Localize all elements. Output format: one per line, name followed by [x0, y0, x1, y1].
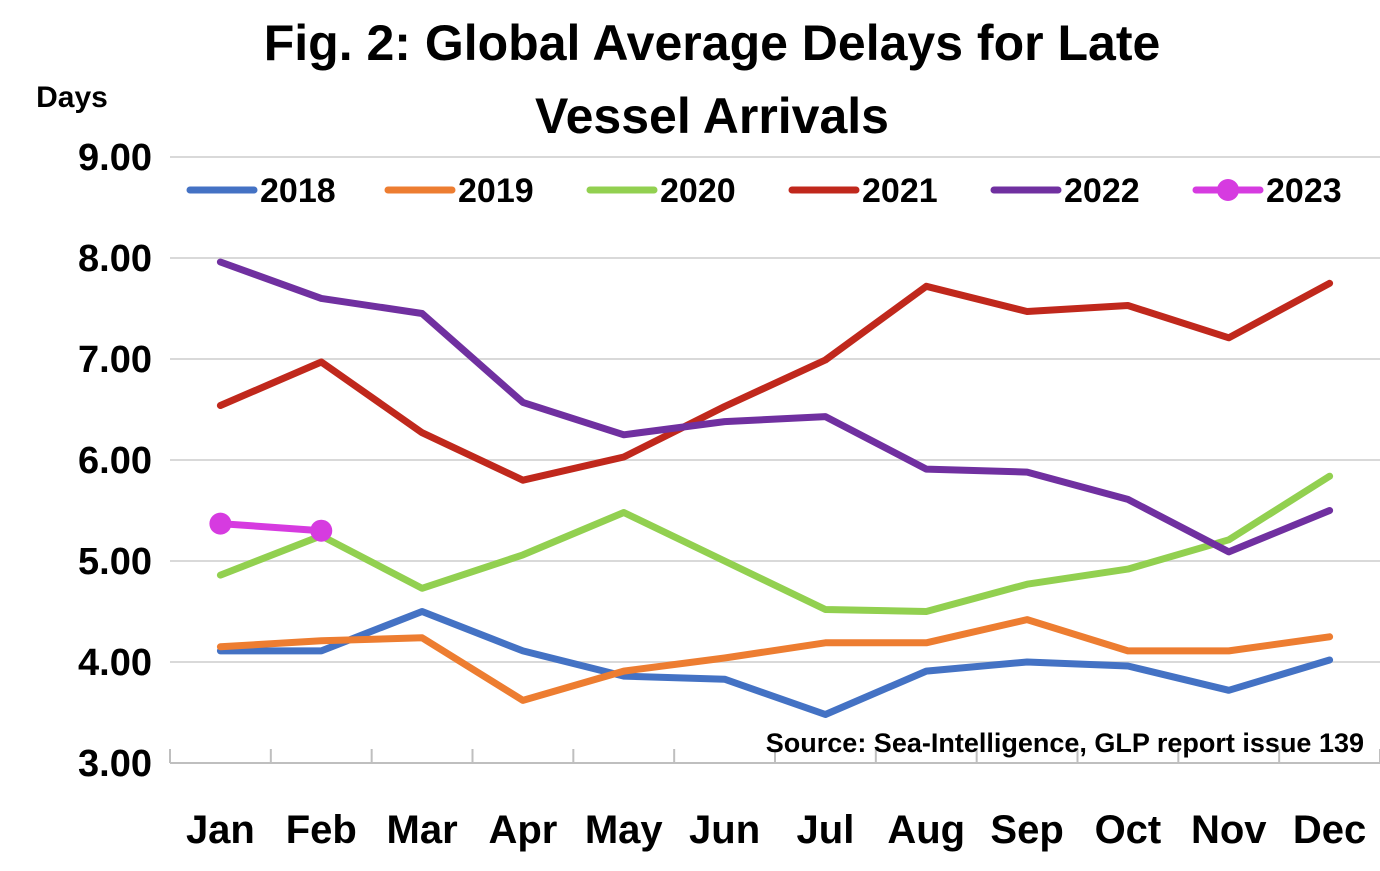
- series-line-2018: [216, 608, 1334, 718]
- series-lines: [209, 258, 1334, 718]
- source-note: Source: Sea-Intelligence, GLP report iss…: [766, 728, 1364, 758]
- x-tick-label: Dec: [1293, 808, 1366, 852]
- legend-label: 2018: [260, 172, 336, 210]
- x-tick-label: Nov: [1191, 808, 1267, 852]
- series-line-2020: [216, 472, 1334, 615]
- y-tick-label: 9.00: [78, 137, 152, 179]
- y-tick-label: 8.00: [78, 238, 152, 280]
- y-axis-label: Days: [36, 81, 108, 114]
- x-tick-label: May: [585, 808, 664, 852]
- x-axis-ticks: Jan Feb Mar Apr May Jun Jul Aug Sep Oct Nov Dec: [186, 808, 1366, 852]
- y-tick-label: 7.00: [78, 339, 152, 381]
- x-tick-label: Aug: [887, 808, 965, 852]
- y-axis-ticks: 3.00 4.00 5.00 6.00 7.00 8.00 9.00: [78, 137, 152, 785]
- legend: 2018 2019 2020 2021 2022 2023: [186, 172, 1342, 210]
- legend-item-2018: 2018: [186, 172, 336, 210]
- series-2019: [216, 616, 1334, 704]
- y-tick-label: 5.00: [78, 541, 152, 583]
- x-tick-label: Feb: [286, 808, 357, 852]
- x-tick-label: Apr: [488, 808, 557, 852]
- legend-label: 2020: [660, 172, 736, 210]
- series-2023: [209, 512, 333, 542]
- x-tick-label: Jun: [689, 808, 760, 852]
- legend-item-2023: 2023: [1192, 172, 1342, 210]
- chart-title-line-2: Vessel Arrivals: [535, 88, 889, 144]
- series-line-2021: [216, 279, 1334, 484]
- legend-item-2020: 2020: [586, 172, 736, 210]
- y-tick-label: 3.00: [78, 743, 152, 785]
- chart-title-line-1: Fig. 2: Global Average Delays for Late: [264, 15, 1161, 71]
- x-axis: [169, 749, 1380, 764]
- y-tick-label: 6.00: [78, 440, 152, 482]
- series-2018: [216, 608, 1334, 718]
- x-tick-label: Jul: [797, 808, 855, 852]
- series-2022: [216, 258, 1334, 556]
- series-2020: [216, 472, 1334, 615]
- x-tick-label: Jan: [186, 808, 255, 852]
- legend-item-2022: 2022: [990, 172, 1140, 210]
- legend-label: 2022: [1064, 172, 1140, 210]
- x-tick-label: Mar: [387, 808, 458, 852]
- legend-label: 2021: [862, 172, 938, 210]
- x-tick-label: Sep: [990, 808, 1063, 852]
- series-line-2019: [216, 616, 1334, 704]
- data-point-2023: [310, 519, 333, 542]
- legend-marker: [1217, 179, 1239, 201]
- legend-item-2019: 2019: [384, 172, 534, 210]
- x-tick-label: Oct: [1095, 808, 1162, 852]
- y-tick-label: 4.00: [78, 642, 152, 684]
- series-line-2022: [216, 258, 1334, 556]
- data-point-2023: [209, 512, 232, 535]
- legend-item-2021: 2021: [788, 172, 938, 210]
- series-2021: [216, 279, 1334, 484]
- series-line-2023: [216, 520, 325, 535]
- legend-label: 2023: [1266, 172, 1342, 210]
- legend-label: 2019: [458, 172, 534, 210]
